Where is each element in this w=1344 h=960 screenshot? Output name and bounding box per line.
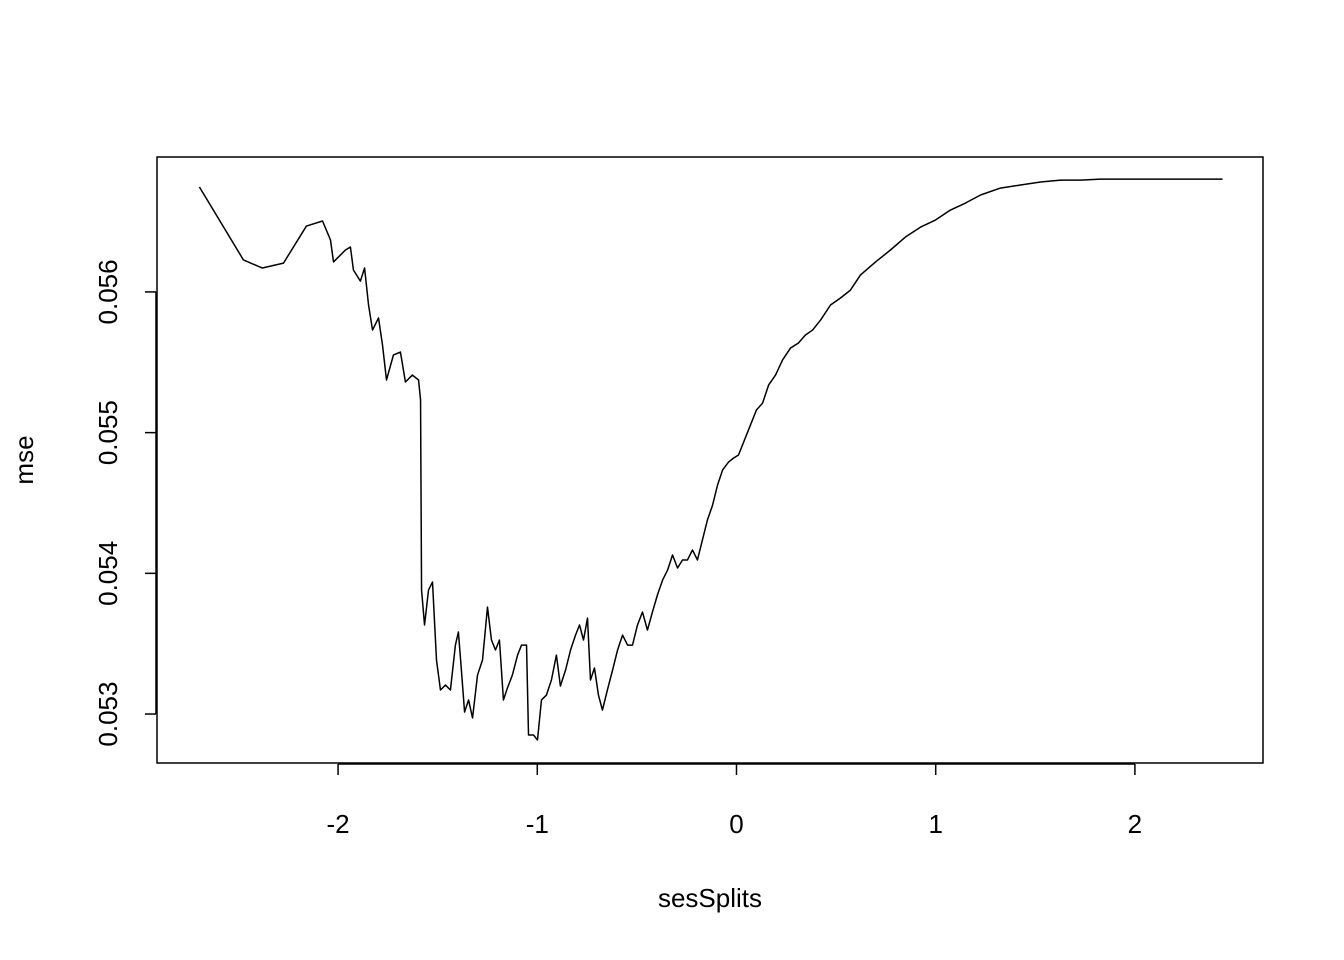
y-tick-label: 0.053: [93, 681, 123, 746]
x-tick-label: -1: [526, 809, 549, 839]
x-tick-label: 2: [1128, 809, 1142, 839]
y-tick-label: 0.054: [93, 541, 123, 606]
plot-box: [156, 156, 1264, 764]
x-tick-label: 0: [729, 809, 743, 839]
data-line: [198, 178, 1223, 741]
y-axis-label: mse: [9, 435, 39, 484]
x-axis-label: sesSplits: [658, 883, 762, 913]
x-tick-label: 1: [928, 809, 942, 839]
x-tick-label: -2: [327, 809, 350, 839]
y-tick-label: 0.055: [93, 400, 123, 465]
y-tick-label: 0.056: [93, 259, 123, 324]
